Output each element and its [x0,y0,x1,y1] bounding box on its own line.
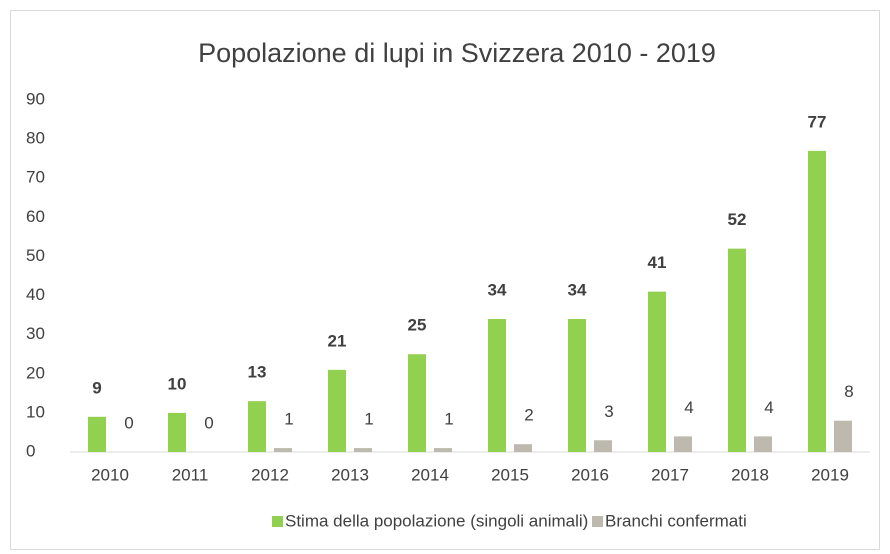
data-label: 21 [328,331,347,350]
y-tick-label: 60 [26,207,45,226]
bar [434,448,452,452]
data-label: 1 [364,410,373,429]
data-label: 13 [248,363,267,382]
bar [728,248,746,452]
data-label: 8 [844,382,853,401]
x-tick-label: 2013 [331,465,369,484]
bar [408,354,426,452]
y-tick-label: 30 [26,324,45,343]
bar [808,150,826,452]
x-tick-label: 2014 [411,465,449,484]
x-tick-label: 2015 [491,465,529,484]
y-tick-label: 50 [26,246,45,265]
y-tick-label: 0 [26,441,35,460]
legend-swatch [592,516,603,527]
data-label: 34 [568,281,587,300]
bar [754,436,772,452]
data-label: 77 [808,112,827,131]
bar [274,448,292,452]
data-label: 0 [124,413,133,432]
x-tick-label: 2012 [251,465,289,484]
data-label: 1 [444,410,453,429]
data-label: 2 [524,406,533,425]
y-tick-label: 80 [26,129,45,148]
bar [328,369,346,452]
data-label: 52 [728,210,747,229]
legend-label: Branchi confermati [605,511,747,530]
x-tick-label: 2019 [811,465,849,484]
x-tick-label: 2017 [651,465,689,484]
data-label: 4 [684,398,693,417]
bar [514,444,532,452]
data-label: 3 [604,402,613,421]
legend-swatch [272,516,283,527]
data-label: 1 [284,410,293,429]
x-tick-label: 2011 [172,465,209,484]
data-label: 0 [204,413,213,432]
y-tick-label: 10 [26,402,45,421]
bar [648,291,666,452]
chart-title: Popolazione di lupi in Svizzera 2010 - 2… [198,38,716,68]
y-tick-label: 70 [26,168,45,187]
x-tick-label: 2016 [571,465,609,484]
data-label: 34 [488,281,507,300]
y-tick-label: 90 [26,89,45,108]
legend-label: Stima della popolazione (singoli animali… [285,511,588,530]
bar [354,448,372,452]
bar [568,319,586,452]
data-label: 9 [92,378,101,397]
data-label: 41 [648,253,667,272]
bar [488,319,506,452]
bar [594,440,612,452]
bar [88,416,106,452]
data-label: 4 [764,398,773,417]
y-tick-label: 20 [26,363,45,382]
x-tick-label: 2018 [731,465,769,484]
bar [168,412,186,452]
data-label: 10 [168,374,187,393]
bar [834,420,852,452]
data-label: 25 [408,316,427,335]
bar [248,401,266,452]
x-tick-label: 2010 [91,465,129,484]
y-tick-label: 40 [26,285,45,304]
bar [674,436,692,452]
